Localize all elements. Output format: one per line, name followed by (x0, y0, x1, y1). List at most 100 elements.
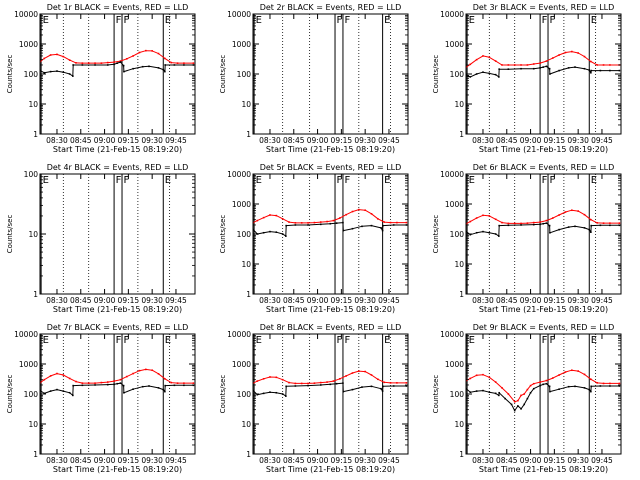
x-tick-label: 09:15 (331, 296, 353, 305)
x-tick-label: 08:30 (46, 296, 68, 305)
marker-label-e: E (591, 175, 597, 186)
y-tick-label: 100 (24, 170, 39, 179)
y-tick-label: 1 (246, 450, 251, 459)
x-tick-label: 09:30 (354, 136, 376, 145)
events-data-point (294, 224, 297, 226)
events-data-point (542, 383, 545, 386)
marker-label-e: E (165, 175, 171, 186)
lld-data-point (469, 63, 472, 66)
y-axis-label: Counts/sec (6, 375, 14, 414)
marker-label-f: F (124, 335, 130, 346)
y-tick-label: 100 (24, 390, 39, 399)
lld-data-point (192, 382, 195, 384)
lld-data-point (551, 377, 554, 379)
events-data-point (539, 223, 541, 226)
events-data-point (548, 224, 551, 227)
marker-label-e: E (165, 15, 171, 26)
events-data-point (618, 69, 621, 72)
events-data-point (498, 235, 500, 237)
lld-data-point (571, 50, 573, 53)
events-data-point (56, 388, 58, 391)
plot-frame (252, 13, 409, 135)
lld-data-point (596, 222, 599, 224)
lld-data-point (513, 400, 516, 403)
marker-label-f: F (344, 15, 350, 26)
lld-data-point (602, 382, 605, 385)
events-data-point (119, 61, 122, 63)
lld-data-point (469, 377, 472, 380)
lld-data-point (183, 382, 185, 384)
events-data-point (504, 397, 506, 400)
events-data-point (549, 231, 551, 234)
x-tick-label: 09:00 (94, 456, 116, 465)
lld-data-point (545, 379, 548, 382)
lld-data-point (275, 214, 278, 217)
events-data-point (609, 224, 611, 227)
lld-data-point (75, 380, 77, 383)
events-data-point (68, 73, 71, 75)
lld-data-point (56, 53, 58, 56)
lld-data-point (100, 62, 103, 64)
events-data-point (132, 388, 134, 390)
lld-data-point (482, 55, 484, 57)
y-axis-label: Counts/sec (432, 375, 440, 414)
events-data-point (113, 383, 115, 386)
x-tick-label: 09:30 (354, 296, 376, 305)
events-data-point (482, 230, 484, 233)
plot-panel-6: Det 6r BLACK = Events, RED = LLD E F F E 1 10 1… (432, 163, 622, 314)
lld-data-point (313, 382, 316, 384)
lld-data-point (577, 370, 579, 372)
lld-data-point (539, 381, 541, 383)
lld-data-point (275, 376, 278, 379)
events-data-point (342, 382, 344, 384)
x-tick-label: 08:30 (259, 456, 281, 465)
events-data-point (275, 391, 278, 394)
events-data-point (122, 64, 125, 67)
lld-data-point (300, 222, 303, 224)
lld-data-point (501, 387, 503, 389)
y-tick-label: 100 (24, 70, 39, 79)
events-data-point (262, 231, 265, 234)
lld-data-point (300, 382, 303, 385)
plot-title: Det 9r BLACK = Events, RED = LLD (473, 323, 615, 332)
events-data-point (164, 70, 166, 73)
events-data-point (574, 385, 576, 388)
events-data-point (164, 64, 166, 66)
lld-data-point (396, 221, 398, 224)
events-data-point (49, 390, 52, 392)
lld-data-point (571, 369, 573, 372)
events-series-line (252, 222, 407, 237)
y-tick-label: 1 (33, 450, 38, 459)
lld-data-point (564, 211, 567, 213)
marker-label-f: F (550, 15, 556, 26)
x-tick-label: 09:00 (94, 296, 116, 305)
lld-data-point (383, 381, 386, 384)
marker-label-e: E (591, 335, 597, 346)
marker-label-f: F (337, 15, 343, 26)
lld-data-point (262, 378, 265, 380)
lld-data-point (49, 375, 52, 377)
marker-label-e: E (256, 175, 262, 186)
lld-data-point (113, 61, 115, 63)
lld-data-point (590, 218, 592, 221)
lld-data-point (338, 378, 341, 380)
lld-data-point (389, 221, 392, 224)
x-tick-label: 09:30 (567, 136, 589, 145)
events-data-point (382, 385, 384, 388)
x-tick-label: 09:45 (165, 136, 187, 145)
lld-data-point (338, 217, 341, 219)
events-data-point (351, 227, 354, 230)
events-data-point (469, 391, 472, 393)
events-data-point (342, 390, 345, 393)
lld-data-point (609, 382, 611, 385)
lld-data-point (326, 220, 328, 223)
y-axis-label: Counts/sec (219, 215, 227, 254)
y-tick-label: 1000 (445, 360, 464, 369)
lld-data-point (545, 219, 548, 222)
y-tick-label: 1 (33, 130, 38, 139)
events-data-point (164, 390, 166, 393)
x-tick-label: 08:45 (70, 296, 92, 305)
x-tick-label: 09:45 (378, 296, 400, 305)
lld-data-point (507, 222, 510, 225)
events-data-point (545, 222, 548, 224)
